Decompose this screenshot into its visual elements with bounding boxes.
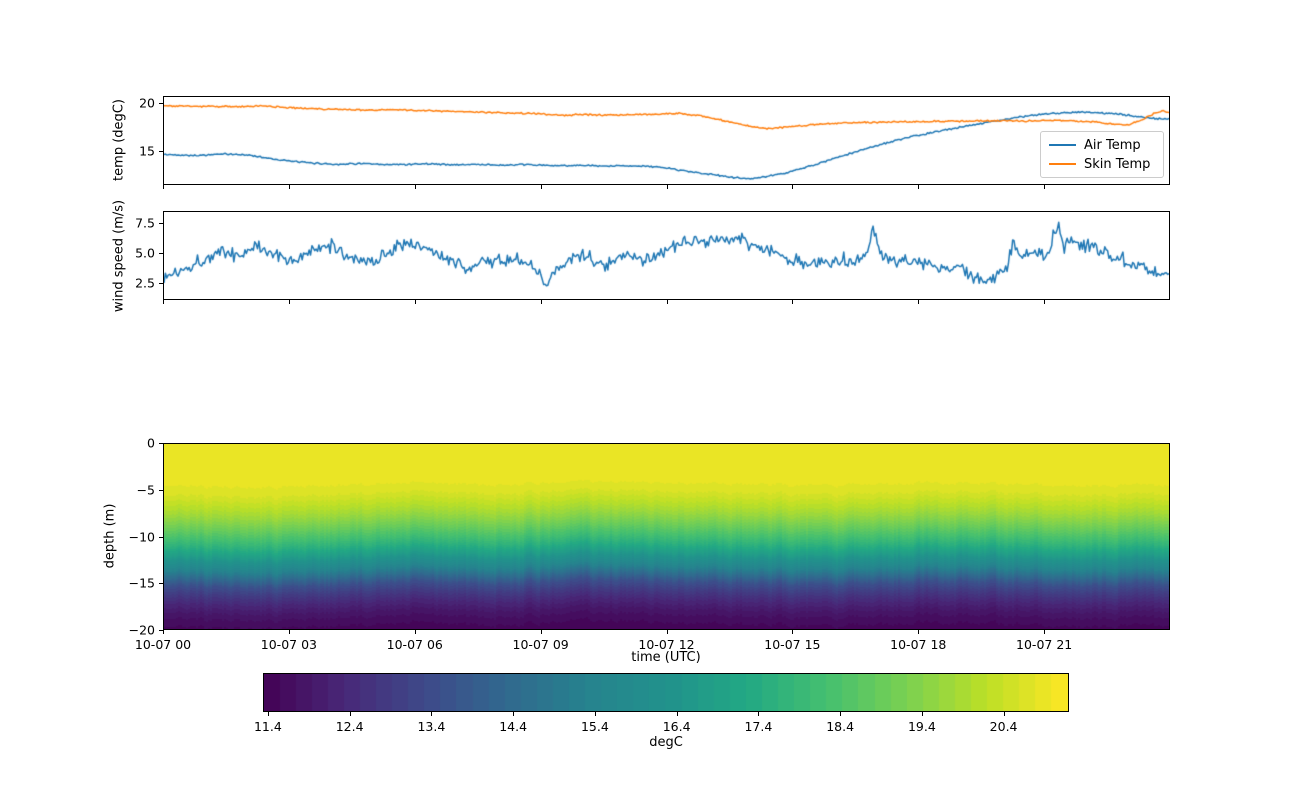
tick-mark <box>163 185 164 189</box>
tick-mark <box>541 630 542 634</box>
tick-mark <box>792 630 793 634</box>
colorbar-tick-label: 13.4 <box>417 719 446 734</box>
tick-mark <box>792 185 793 189</box>
depth-tick-label: −20 <box>128 622 155 638</box>
colorbar-tick-label: 11.4 <box>253 719 282 734</box>
tick-mark <box>415 630 416 634</box>
depth-y-axis-label: depth (m) <box>102 503 118 569</box>
tick-mark <box>1044 300 1045 304</box>
time-tick-label: 10-07 12 <box>638 637 695 652</box>
tick-mark <box>159 223 163 224</box>
tick-mark <box>159 253 163 254</box>
tick-mark <box>159 283 163 284</box>
tick-mark <box>268 712 269 716</box>
tick-mark <box>677 712 678 716</box>
colorbar <box>263 673 1069 712</box>
depth-tick-label: −5 <box>136 482 155 498</box>
heatmap-canvas <box>164 444 1169 629</box>
time-tick-label: 10-07 06 <box>386 637 443 652</box>
tick-mark <box>159 630 163 631</box>
tick-mark <box>918 630 919 634</box>
tick-mark <box>922 712 923 716</box>
tick-mark <box>541 185 542 189</box>
time-tick-label: 10-07 03 <box>260 637 317 652</box>
time-tick-label: 10-07 21 <box>1016 637 1073 652</box>
colorbar-tick-label: 14.4 <box>499 719 528 734</box>
time-tick-label: 10-07 09 <box>512 637 569 652</box>
time-x-axis-label: time (UTC) <box>631 650 701 665</box>
tick-mark <box>159 583 163 584</box>
tick-mark <box>159 537 163 538</box>
tick-mark <box>513 712 514 716</box>
tick-mark <box>792 300 793 304</box>
tick-mark <box>159 490 163 491</box>
temp-lines-canvas <box>164 97 1169 184</box>
tick-mark <box>415 185 416 189</box>
colorbar-canvas <box>264 674 1068 711</box>
tick-mark <box>918 185 919 189</box>
wind-plot-area <box>163 211 1170 300</box>
colorbar-tick-label: 16.4 <box>662 719 691 734</box>
tick-mark <box>918 300 919 304</box>
y-tick-label: 7.5 <box>135 215 155 231</box>
y-tick-label: 5.0 <box>135 245 155 261</box>
tick-mark <box>431 712 432 716</box>
tick-mark <box>667 185 668 189</box>
tick-mark <box>289 300 290 304</box>
tick-mark <box>595 712 596 716</box>
tick-mark <box>1004 712 1005 716</box>
tick-mark <box>541 300 542 304</box>
temp-y-axis-label: temp (degC) <box>111 99 127 181</box>
time-tick-label: 10-07 00 <box>134 637 192 652</box>
tick-mark <box>289 185 290 189</box>
tick-mark <box>289 630 290 634</box>
wind-y-axis-label: wind speed (m/s) <box>111 199 127 313</box>
colorbar-label: degC <box>649 735 683 750</box>
heatmap-plot-area <box>163 443 1170 630</box>
temp-plot-area <box>163 96 1170 185</box>
skin-temp-legend-label: Skin Temp <box>1084 156 1151 172</box>
tick-mark <box>163 300 164 304</box>
y-tick-label: 2.5 <box>135 275 155 291</box>
tick-mark <box>840 712 841 716</box>
time-tick-label: 10-07 15 <box>764 637 821 652</box>
tick-mark <box>758 712 759 716</box>
colorbar-tick-label: 20.4 <box>989 719 1018 734</box>
depth-tick-label: 0 <box>147 435 155 451</box>
tick-mark <box>159 151 163 152</box>
wind-line-canvas <box>164 212 1169 299</box>
time-tick-label: 10-07 18 <box>890 637 947 652</box>
legend-box: Air Temp Skin Temp <box>1040 131 1164 178</box>
tick-mark <box>1044 630 1045 634</box>
colorbar-tick-label: 15.4 <box>580 719 609 734</box>
y-tick-label: 20 <box>139 95 155 111</box>
air-temp-line-swatch <box>1049 144 1076 146</box>
tick-mark <box>163 630 164 634</box>
y-tick-label: 15 <box>139 143 155 159</box>
legend-entry-air-temp: Air Temp <box>1049 138 1155 153</box>
tick-mark <box>415 300 416 304</box>
tick-mark <box>667 630 668 634</box>
colorbar-tick-label: 17.4 <box>744 719 773 734</box>
legend-entry-skin-temp: Skin Temp <box>1049 157 1155 172</box>
tick-mark <box>667 300 668 304</box>
tick-mark <box>159 103 163 104</box>
depth-tick-label: −15 <box>128 575 155 591</box>
tick-mark <box>1044 185 1045 189</box>
colorbar-tick-label: 19.4 <box>907 719 936 734</box>
depth-tick-label: −10 <box>128 529 155 544</box>
skin-temp-line-swatch <box>1049 163 1076 165</box>
tick-mark <box>350 712 351 716</box>
colorbar-tick-label: 18.4 <box>826 719 855 734</box>
tick-mark <box>159 443 163 444</box>
colorbar-tick-label: 12.4 <box>335 719 364 734</box>
air-temp-legend-label: Air Temp <box>1084 137 1141 153</box>
